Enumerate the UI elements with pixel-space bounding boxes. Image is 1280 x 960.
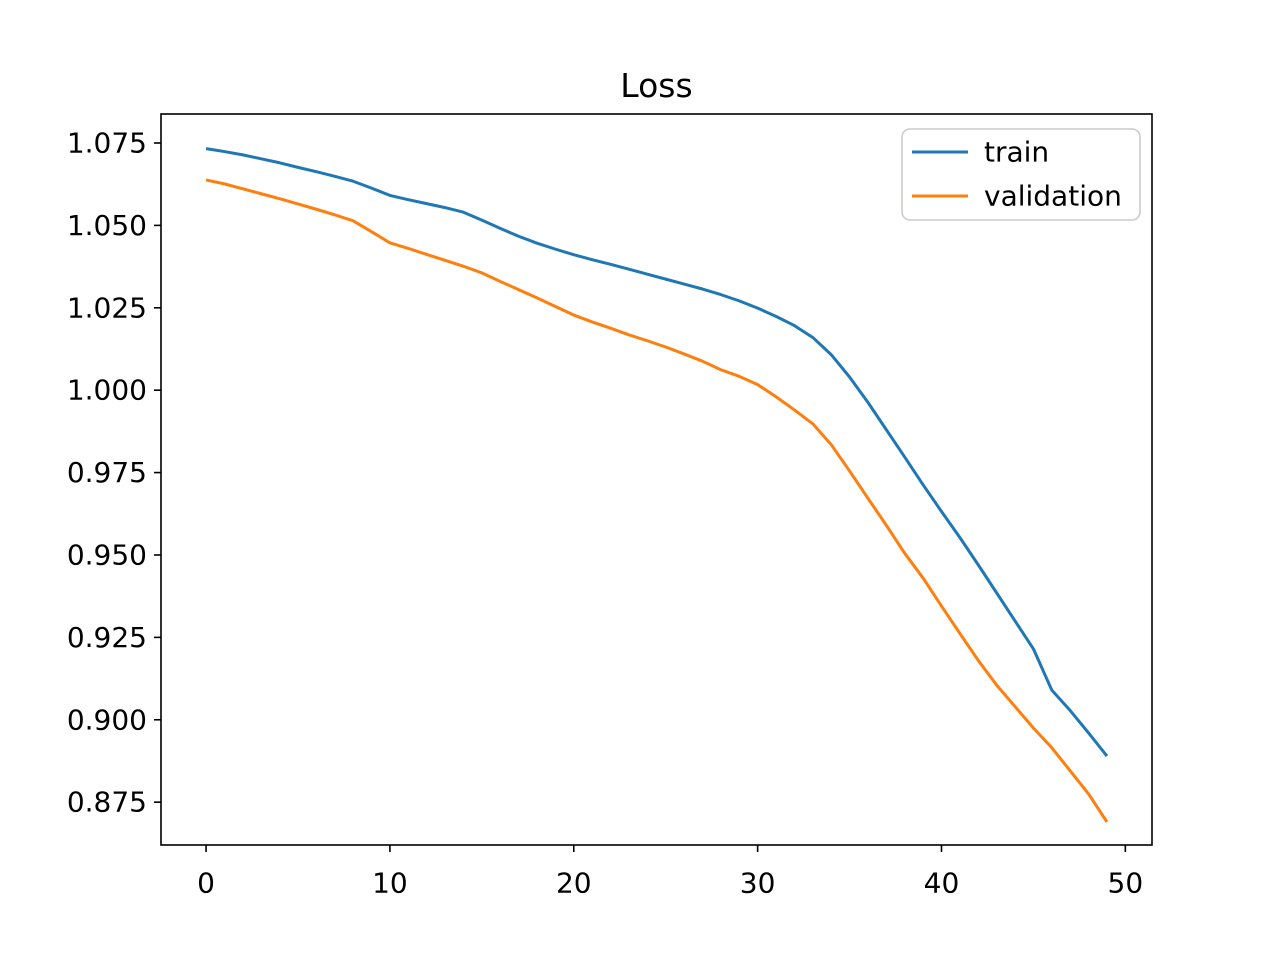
y-tick-label: 1.000 [67, 374, 147, 407]
y-tick-label: 0.925 [67, 621, 147, 654]
y-tick-label: 1.075 [67, 127, 147, 160]
chart-title: Loss [620, 66, 692, 105]
y-tick-label: 0.975 [67, 456, 147, 489]
x-tick-label: 40 [924, 867, 960, 900]
x-tick-label: 0 [197, 867, 215, 900]
legend-train-label: train [984, 136, 1049, 169]
y-tick-label: 0.900 [67, 703, 147, 736]
validation-series-line [205, 178, 1109, 823]
plot-generated-content: 0 10 20 30 40 50 0.875 0.900 0.925 0.950 0.975 1.00… [67, 127, 1143, 900]
legend-validation-label: validation [984, 180, 1122, 213]
x-tick-label: 30 [740, 867, 776, 900]
train-series-line [205, 147, 1109, 757]
legend: train validation [901, 128, 1141, 221]
y-tick-label: 1.025 [67, 291, 147, 324]
y-tick-label: 0.950 [67, 538, 147, 571]
x-tick-label: 20 [556, 867, 592, 900]
x-tick-label: 50 [1108, 867, 1144, 900]
x-tick-label: 10 [372, 867, 408, 900]
plot-area [160, 113, 1153, 846]
y-tick-label: 0.875 [67, 786, 147, 819]
y-tick-label: 1.050 [67, 209, 147, 242]
